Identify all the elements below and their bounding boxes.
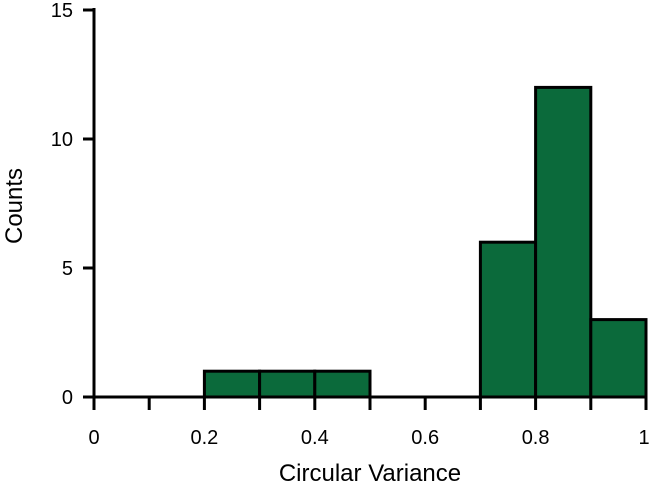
histogram-bar-4: [313, 369, 372, 399]
x-tick-label-4: 0.8: [522, 427, 550, 449]
y-axis-ticks: 0 5 10 15: [51, 0, 94, 409]
x-tick-label-3: 0.6: [411, 427, 439, 449]
y-tick-label-1: 5: [62, 258, 73, 280]
y-tick-label-0: 0: [62, 387, 73, 409]
x-tick-label-5: 1: [638, 427, 649, 449]
y-axis-title: Counts: [1, 168, 28, 244]
x-tick-label-1: 0.2: [190, 427, 218, 449]
x-tick-label-2: 0.4: [301, 427, 329, 449]
histogram-bars: [202, 85, 648, 399]
histogram-bar-7: [478, 240, 538, 399]
histogram-bar-2: [202, 369, 262, 399]
y-tick-label-2: 10: [51, 129, 73, 151]
histogram-bar-9: [589, 318, 648, 399]
x-tick-label-0: 0: [88, 427, 99, 449]
x-axis-title: Circular Variance: [279, 460, 461, 487]
histogram-bar-3: [258, 369, 317, 399]
histogram-bar-8: [534, 85, 593, 399]
x-axis-ticks: 0 0.2 0.4 0.6 0.8 1: [88, 397, 650, 449]
y-tick-label-3: 15: [51, 0, 73, 22]
